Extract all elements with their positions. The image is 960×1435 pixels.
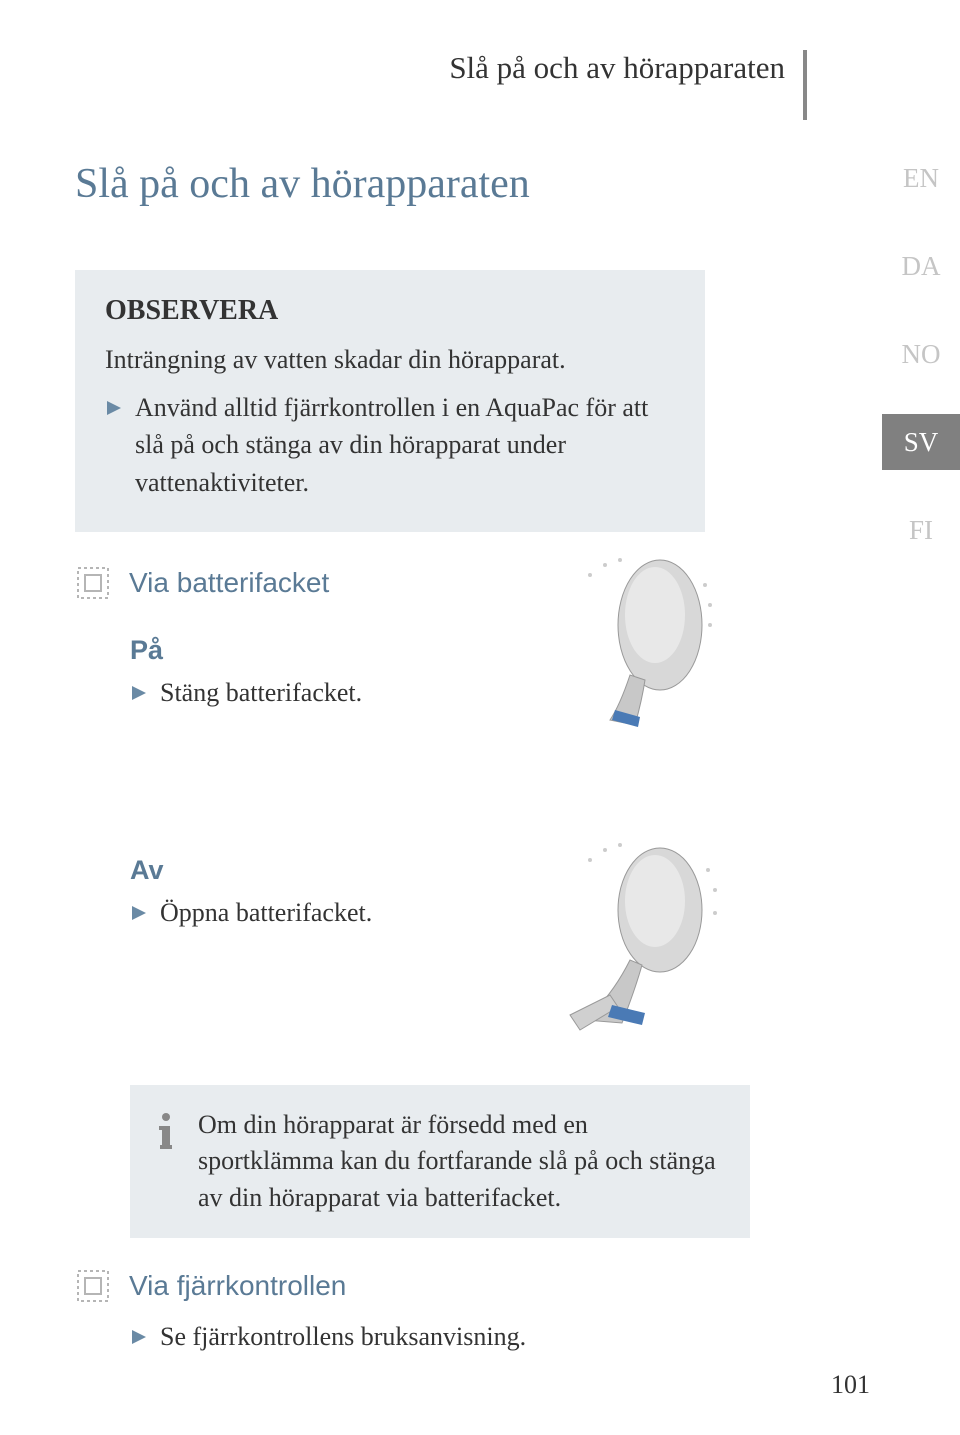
via-fjarrkontrollen-section: Via fjärrkontrollen [75,1268,346,1304]
arrow-icon [130,1328,148,1346]
hearing-aid-open-illustration [550,835,740,1045]
info-text: Om din hörapparat är försedd med en spor… [198,1107,724,1216]
via-batterifacket-heading: Via batterifacket [129,567,329,599]
observera-heading: OBSERVERA [105,295,675,327]
header-divider [803,50,807,120]
observera-line1: Inträngning av vatten skadar din hörappa… [105,341,675,379]
fjarr-bullet-row: Se fjärrkontrollens bruksanvisning. [130,1318,526,1356]
hearing-aid-closed-illustration [560,545,730,745]
arrow-icon [130,904,148,922]
observera-bullet: Använd alltid fjärrkontrollen i en AquaP… [135,389,675,502]
via-fjarr-heading: Via fjärrkontrollen [129,1270,346,1302]
header-title: Slå på och av hörapparaten [265,50,785,94]
checkbox-icon [75,1268,111,1304]
pa-bullet-row: Stäng batterifacket. [130,674,362,712]
info-icon [156,1111,176,1151]
language-tabs: EN DA NO SV FI [882,150,960,590]
fjarr-bullet: Se fjärrkontrollens bruksanvisning. [160,1318,526,1356]
lang-tab-en[interactable]: EN [882,150,960,206]
av-bullet-row: Öppna batterifacket. [130,894,372,932]
observera-bullet-row: Använd alltid fjärrkontrollen i en AquaP… [105,389,675,502]
checkbox-icon [75,565,111,601]
observera-box: OBSERVERA Inträngning av vatten skadar d… [75,270,705,532]
av-heading: Av [130,855,372,886]
pa-section: På Stäng batterifacket. [130,635,362,712]
lang-tab-fi[interactable]: FI [882,502,960,558]
header-region: Slå på och av hörapparaten [265,50,785,94]
via-batterifacket-section: Via batterifacket [75,565,329,601]
page-title: Slå på och av hörapparaten [75,160,530,208]
lang-tab-no[interactable]: NO [882,326,960,382]
pa-heading: På [130,635,362,666]
lang-tab-da[interactable]: DA [882,238,960,294]
arrow-icon [105,399,123,417]
av-bullet: Öppna batterifacket. [160,894,372,932]
info-box: Om din hörapparat är försedd med en spor… [130,1085,750,1238]
page-number: 101 [831,1370,870,1400]
pa-bullet: Stäng batterifacket. [160,674,362,712]
arrow-icon [130,684,148,702]
lang-tab-sv[interactable]: SV [882,414,960,470]
av-section: Av Öppna batterifacket. [130,855,372,932]
